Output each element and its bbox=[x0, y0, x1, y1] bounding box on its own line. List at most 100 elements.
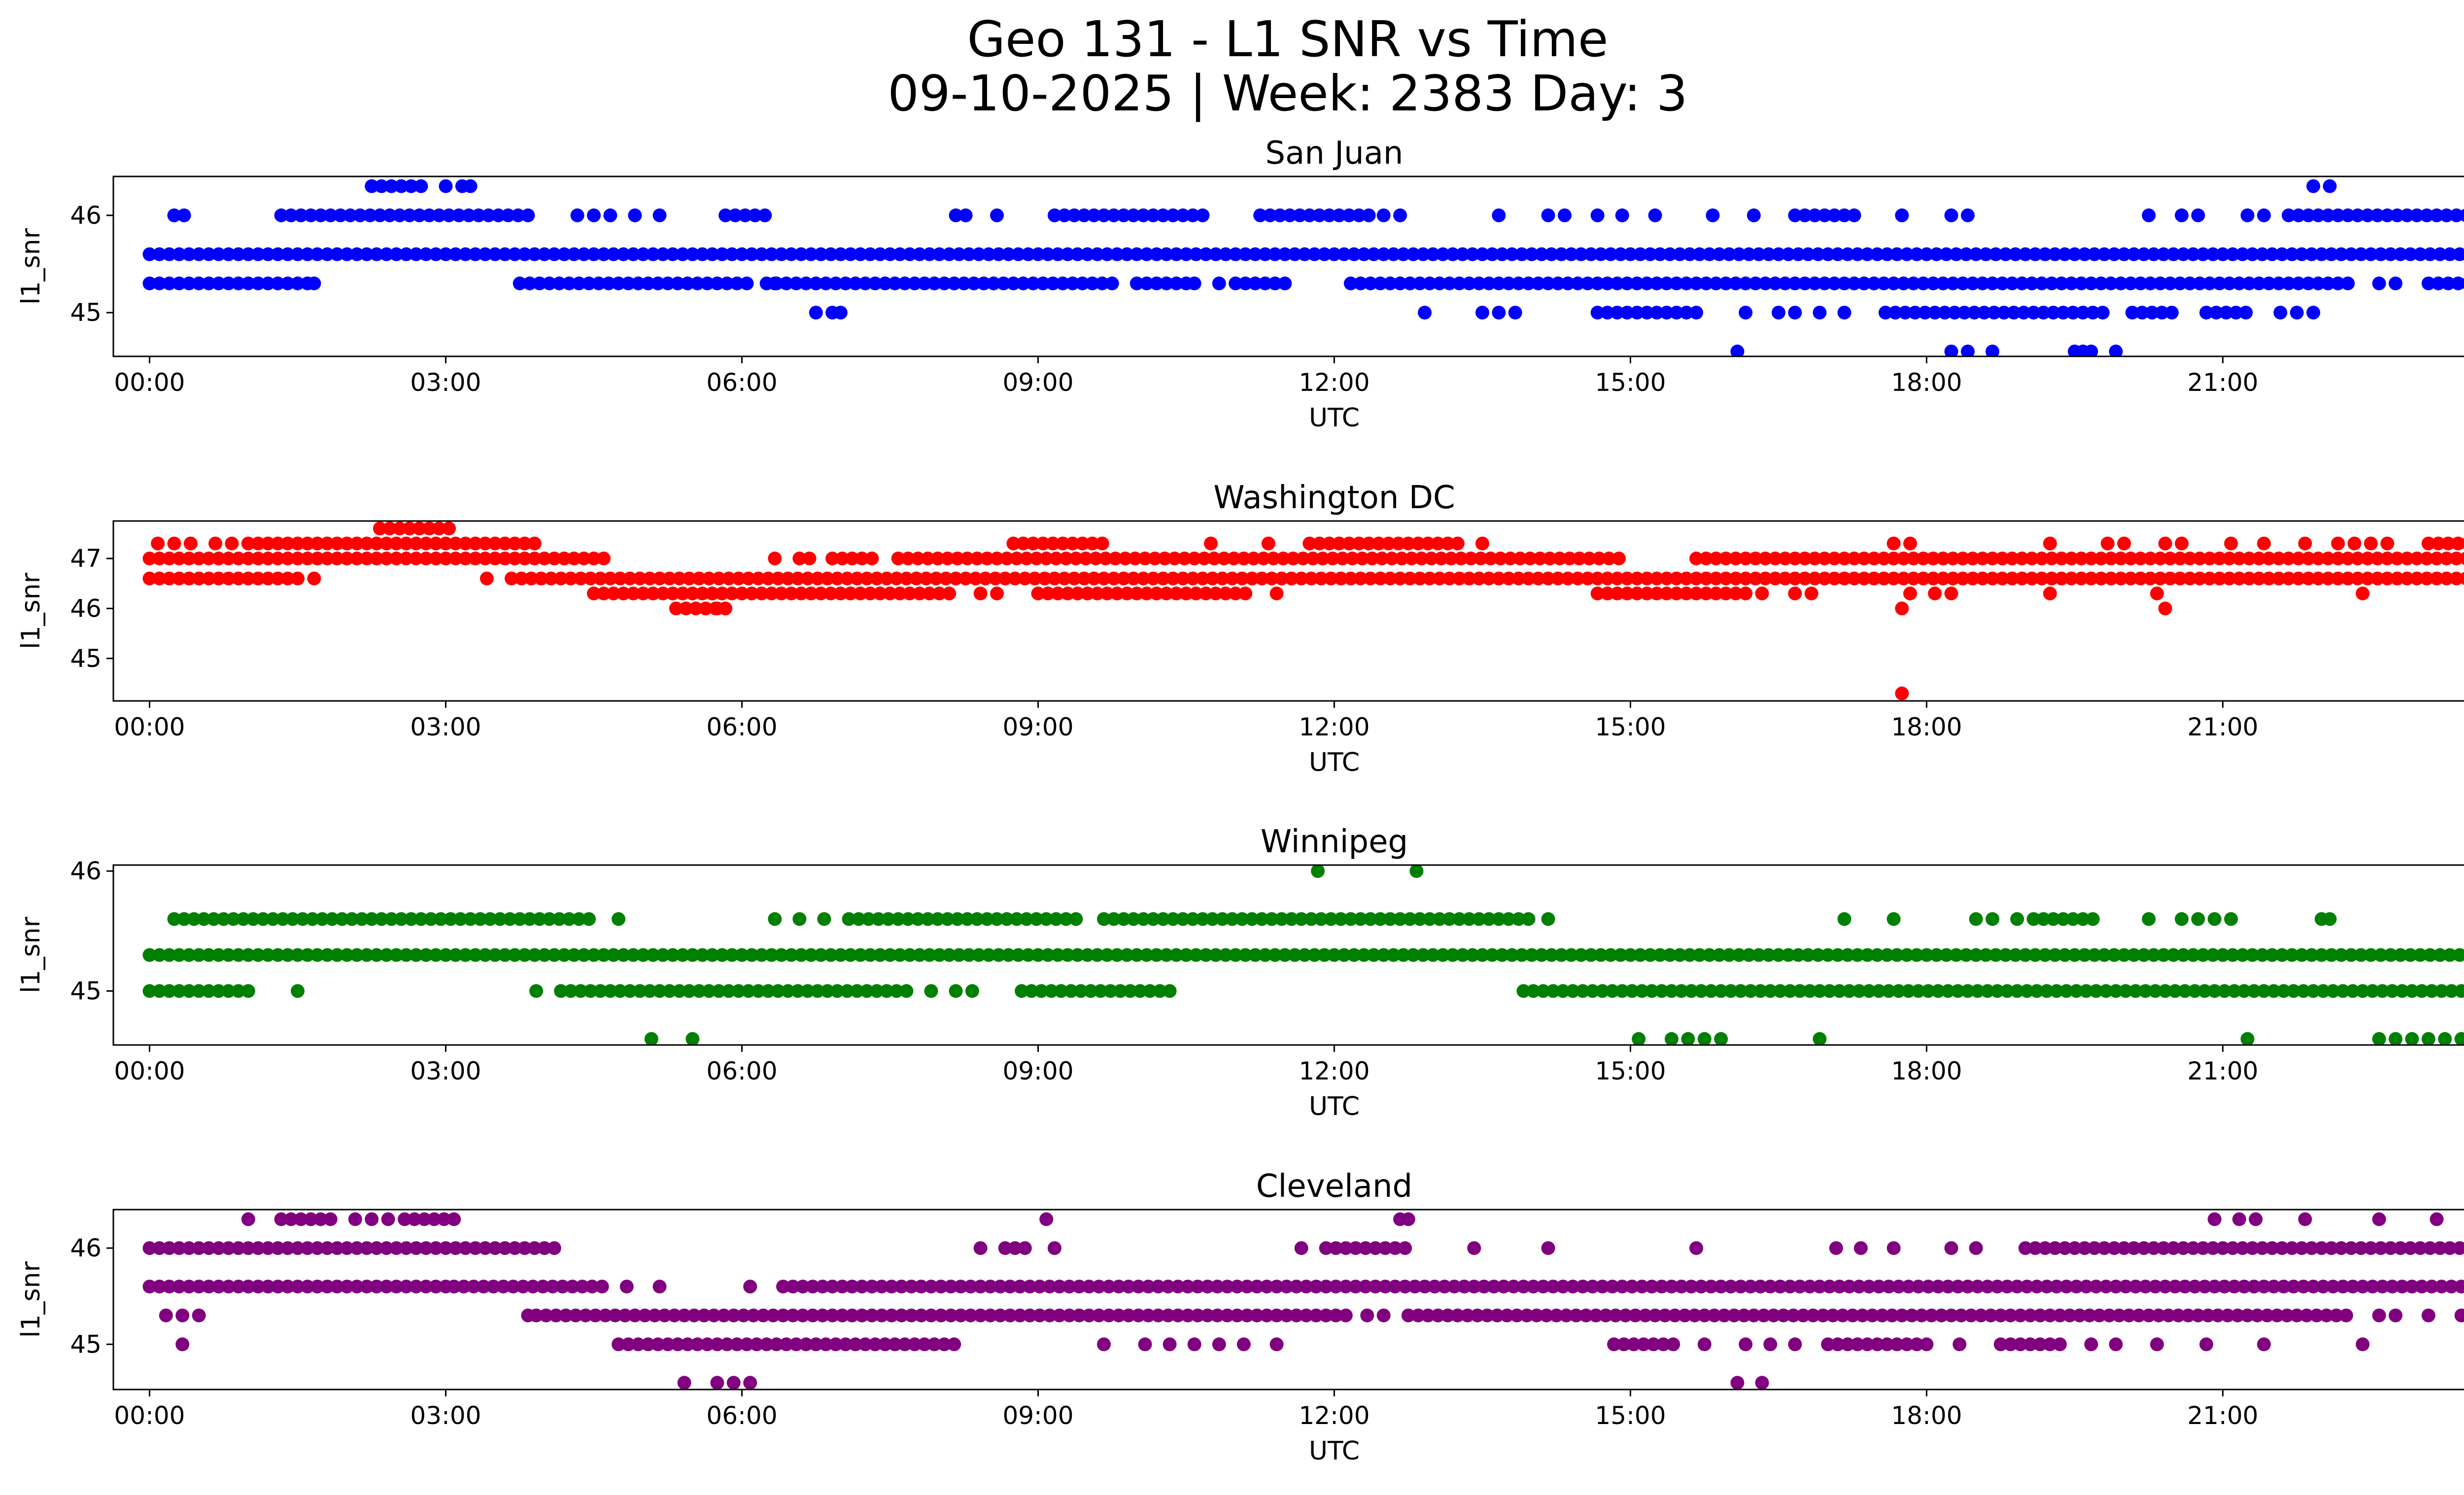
data-point bbox=[759, 1337, 774, 1352]
data-point bbox=[2119, 1280, 2133, 1294]
data-point bbox=[2095, 306, 2110, 320]
data-point bbox=[2176, 247, 2190, 261]
data-point bbox=[1169, 587, 1183, 600]
data-point bbox=[162, 948, 176, 962]
data-point bbox=[1580, 571, 1595, 586]
data-point bbox=[1969, 912, 1983, 926]
x-tick-label: 18:00 bbox=[1891, 1057, 1962, 1085]
data-point bbox=[2078, 1241, 2092, 1255]
data-point bbox=[1260, 1280, 1274, 1294]
data-point bbox=[1176, 912, 1190, 926]
data-point bbox=[1255, 571, 1269, 586]
data-point bbox=[1319, 1241, 1333, 1255]
data-point bbox=[1921, 1280, 1935, 1294]
data-point bbox=[774, 587, 788, 600]
data-point bbox=[2344, 1241, 2358, 1255]
data-point bbox=[1777, 1308, 1790, 1322]
data-point bbox=[1660, 587, 1674, 600]
data-point bbox=[855, 1308, 869, 1322]
data-point bbox=[1338, 1280, 1353, 1294]
data-point bbox=[2003, 1308, 2018, 1322]
data-point bbox=[952, 948, 966, 962]
data-point bbox=[2053, 1308, 2067, 1322]
data-point bbox=[628, 1308, 642, 1322]
data-point bbox=[2370, 208, 2385, 222]
data-point bbox=[1492, 208, 1506, 222]
data-point bbox=[1191, 1280, 1205, 1294]
data-point bbox=[1485, 948, 1499, 962]
data-point bbox=[1235, 571, 1249, 586]
data-point bbox=[927, 277, 942, 290]
data-point bbox=[2331, 571, 2345, 586]
data-point bbox=[751, 571, 765, 586]
data-point bbox=[597, 948, 611, 962]
data-point bbox=[1065, 277, 1080, 290]
data-point bbox=[2107, 1241, 2122, 1255]
data-point bbox=[1898, 306, 1913, 320]
data-point bbox=[508, 948, 522, 962]
data-point bbox=[320, 552, 335, 565]
data-point bbox=[613, 571, 627, 586]
data-point bbox=[2133, 277, 2148, 290]
data-point bbox=[768, 552, 782, 565]
y-tick-label: 45 bbox=[70, 298, 102, 327]
x-tick-label: 00:00 bbox=[114, 1401, 185, 1430]
data-point bbox=[389, 552, 404, 565]
data-point bbox=[2334, 247, 2348, 261]
data-point bbox=[894, 1280, 909, 1294]
data-point bbox=[2311, 208, 2326, 222]
data-point bbox=[587, 247, 601, 261]
data-point bbox=[1204, 536, 1218, 551]
data-point bbox=[806, 1280, 820, 1294]
data-point bbox=[1386, 948, 1401, 962]
data-point bbox=[2117, 1241, 2131, 1255]
data-point bbox=[1737, 1308, 1751, 1322]
data-point bbox=[2145, 306, 2159, 320]
data-point bbox=[745, 587, 759, 600]
data-point bbox=[2262, 552, 2276, 565]
data-point bbox=[1566, 1280, 1580, 1294]
data-point bbox=[1675, 984, 1688, 998]
data-point bbox=[1423, 912, 1437, 926]
data-point bbox=[878, 277, 892, 290]
data-point bbox=[1299, 1308, 1313, 1322]
data-point bbox=[2421, 277, 2435, 290]
data-point bbox=[1131, 1280, 1146, 1294]
data-point bbox=[2425, 984, 2439, 998]
data-point bbox=[404, 912, 418, 926]
data-point bbox=[142, 571, 157, 586]
data-point bbox=[1739, 277, 1753, 290]
data-point bbox=[2074, 571, 2088, 586]
data-point bbox=[873, 247, 887, 261]
data-point bbox=[840, 571, 855, 586]
data-point bbox=[2222, 552, 2236, 565]
data-point bbox=[2421, 536, 2435, 551]
data-point bbox=[457, 1280, 471, 1294]
data-point bbox=[1307, 247, 1322, 261]
data-point bbox=[1090, 948, 1104, 962]
data-point bbox=[379, 1241, 394, 1255]
data-point bbox=[2206, 1241, 2220, 1255]
data-point bbox=[2192, 571, 2207, 586]
data-point bbox=[1353, 277, 1368, 290]
data-point bbox=[1684, 1280, 1699, 1294]
y-axis-label: l1_snr bbox=[16, 572, 46, 649]
data-point bbox=[1378, 1280, 1392, 1294]
data-point bbox=[1561, 571, 1575, 586]
data-point bbox=[587, 208, 601, 222]
data-point bbox=[894, 1308, 909, 1322]
data-point bbox=[1347, 247, 1361, 261]
data-point bbox=[1385, 552, 1399, 565]
data-point bbox=[330, 1280, 344, 1294]
data-point bbox=[1136, 208, 1151, 222]
data-point bbox=[2150, 587, 2164, 600]
data-point bbox=[1862, 984, 1876, 998]
data-point bbox=[828, 277, 843, 290]
data-point bbox=[685, 948, 700, 962]
data-point bbox=[1831, 247, 1845, 261]
data-point bbox=[2255, 948, 2269, 962]
data-point bbox=[439, 552, 453, 565]
x-tick-label: 18:00 bbox=[1891, 1401, 1962, 1430]
data-point bbox=[819, 277, 833, 290]
data-point bbox=[2191, 208, 2205, 222]
